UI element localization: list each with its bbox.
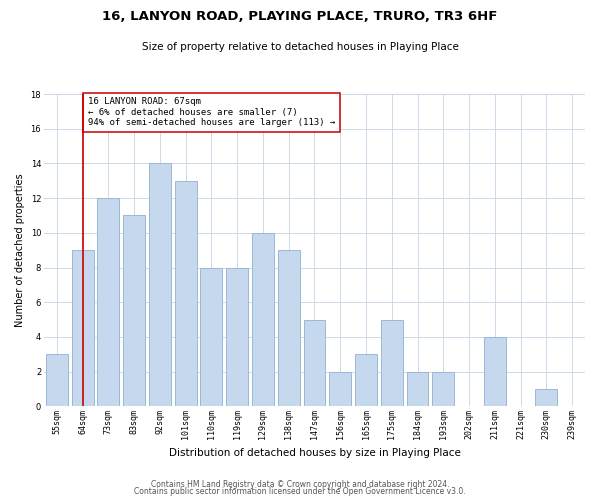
Text: 16 LANYON ROAD: 67sqm
← 6% of detached houses are smaller (7)
94% of semi-detach: 16 LANYON ROAD: 67sqm ← 6% of detached h… (88, 98, 335, 128)
Bar (46, 354, 68, 406)
Bar (97, 198, 119, 406)
Bar (71, 250, 94, 406)
Bar (535, 389, 557, 406)
Bar (484, 337, 506, 406)
Bar (304, 320, 325, 406)
Bar (278, 250, 299, 406)
X-axis label: Distribution of detached houses by size in Playing Place: Distribution of detached houses by size … (169, 448, 460, 458)
Bar (200, 268, 223, 406)
Text: Contains HM Land Registry data © Crown copyright and database right 2024.: Contains HM Land Registry data © Crown c… (151, 480, 449, 489)
Bar (329, 372, 351, 406)
Bar (226, 268, 248, 406)
Y-axis label: Number of detached properties: Number of detached properties (15, 174, 25, 327)
Bar (252, 233, 274, 406)
Text: 16, LANYON ROAD, PLAYING PLACE, TRURO, TR3 6HF: 16, LANYON ROAD, PLAYING PLACE, TRURO, T… (103, 10, 497, 23)
Bar (355, 354, 377, 406)
Bar (175, 181, 197, 406)
Bar (149, 164, 171, 406)
Bar (123, 216, 145, 406)
Bar (407, 372, 428, 406)
Text: Size of property relative to detached houses in Playing Place: Size of property relative to detached ho… (142, 42, 458, 52)
Bar (381, 320, 403, 406)
Bar (433, 372, 454, 406)
Text: Contains public sector information licensed under the Open Government Licence v3: Contains public sector information licen… (134, 487, 466, 496)
